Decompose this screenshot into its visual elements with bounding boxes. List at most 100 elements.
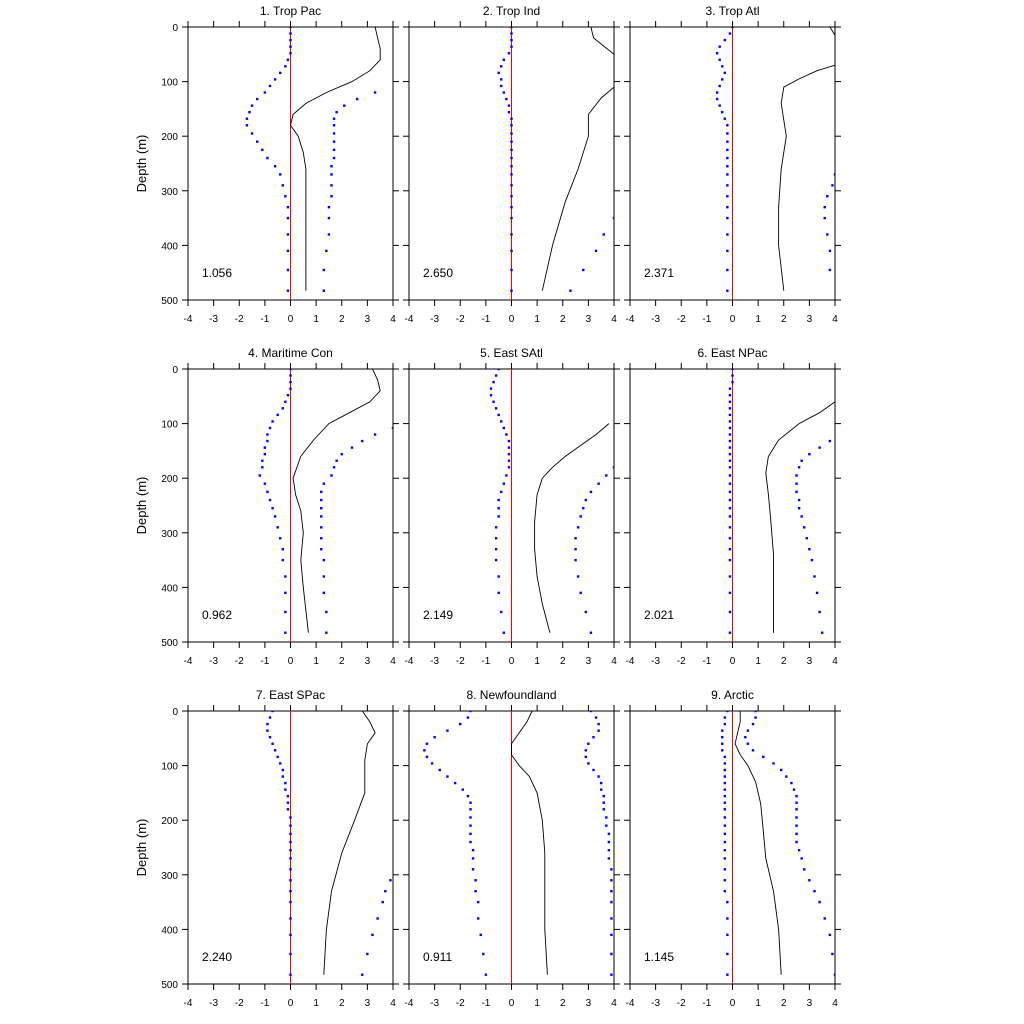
dot-left [510, 45, 513, 48]
dot-left [726, 268, 729, 272]
dot-right [330, 195, 333, 198]
dot-right [589, 490, 593, 494]
dot-right [320, 547, 323, 551]
dot-left [469, 808, 472, 811]
dot-left [286, 289, 290, 292]
dot-right [325, 249, 328, 253]
dot-left [461, 788, 465, 791]
dot-right [823, 205, 826, 209]
dot-left [510, 117, 513, 120]
panel-3: 3. Trop Atl -4 -3 -2 -1 0 1 2 3 4 2.371 [624, 4, 841, 325]
dot-right [818, 446, 821, 449]
dot-left [289, 45, 292, 48]
x-tick-label: 1 [755, 314, 761, 325]
dot-right [815, 591, 819, 595]
dot-left [510, 38, 513, 42]
dot-right [795, 482, 798, 485]
dot-right [330, 173, 333, 176]
dot-right [587, 762, 590, 765]
dot-left [726, 132, 729, 135]
panel-title: 5. East SAtl [480, 346, 543, 360]
x-tick-label: 4 [832, 314, 838, 325]
dot-left [723, 832, 727, 836]
dot-left [289, 917, 292, 920]
dot-right [381, 900, 384, 904]
dot-right [582, 268, 585, 272]
panel-value: 1.056 [202, 266, 232, 280]
dot-right [610, 952, 613, 956]
dot-left [482, 952, 485, 956]
dot-left [273, 165, 277, 168]
x-tick-label: 3 [807, 998, 813, 1009]
dot-left [250, 104, 254, 107]
dot-left [273, 749, 277, 752]
x-tick-label: 4 [390, 656, 396, 667]
dot-left [721, 110, 724, 114]
x-tick-label: -2 [677, 998, 686, 1009]
dot-right [772, 762, 775, 765]
panel-data [266, 711, 392, 984]
dot-left [286, 794, 290, 798]
dot-left [728, 526, 732, 529]
x-tick-label: -4 [405, 998, 414, 1009]
dot-right [584, 755, 588, 759]
dot-right [330, 474, 333, 477]
dot-right [384, 889, 387, 893]
dot-right [602, 794, 605, 798]
dot-left [248, 110, 251, 114]
x-tick-label: -1 [260, 998, 269, 1009]
dot-right [332, 156, 336, 160]
x-tick-label: 3 [586, 656, 592, 667]
x-tick-label: 1 [313, 314, 319, 325]
panel-7: 7. East SPac -4 -3 -2 -1 0 1 2 3 4 0 100 200 300 400 50… [134, 688, 399, 1009]
dot-left [497, 591, 500, 595]
x-tick-label: -2 [677, 656, 686, 667]
dot-left [471, 857, 475, 860]
dot-left [500, 490, 503, 494]
x-tick-label: 0 [730, 998, 736, 1009]
x-tick-label: 2 [781, 656, 787, 667]
dot-right [610, 900, 613, 904]
dot-left [726, 216, 729, 220]
dot-left [723, 889, 727, 893]
dot-left [507, 52, 511, 55]
dot-left [718, 45, 721, 48]
dot-left [728, 426, 732, 430]
x-tick-label: 2 [781, 314, 787, 325]
x-tick-label: -2 [677, 314, 686, 325]
dot-left [268, 426, 272, 430]
dot-left [500, 65, 503, 68]
profile-line [734, 711, 782, 975]
dot-left [281, 547, 285, 551]
y-axis-label: Depth (m) [134, 477, 149, 535]
dot-left [721, 736, 724, 739]
dot-right [335, 110, 338, 114]
panel-9: 9. Arctic -4 -3 -2 -1 0 1 2 3 4 1.145 [624, 688, 841, 1009]
dot-right [602, 233, 605, 236]
panel-data [423, 711, 613, 984]
x-tick-label: 0 [288, 998, 294, 1009]
dot-left [284, 575, 287, 578]
dot-left [500, 610, 503, 614]
dot-left [289, 840, 292, 844]
dot-left [728, 575, 732, 578]
dot-left [281, 558, 285, 562]
dot-right [833, 173, 835, 176]
dot-left [281, 407, 285, 410]
dot-right [800, 515, 803, 518]
dot-right [322, 558, 326, 562]
panel-data [728, 369, 835, 642]
x-tick-label: 4 [611, 998, 617, 1009]
y-tick-label: 0 [172, 365, 178, 376]
dot-left [723, 775, 727, 778]
dot-left [721, 729, 724, 732]
dot-left [728, 413, 732, 417]
dot-left [263, 446, 267, 449]
panel-4: 4. Maritime Con -4 -3 -2 -1 0 1 2 3 4 0 100 200 300 40… [134, 346, 399, 667]
dot-right [579, 591, 582, 595]
dot-left [281, 768, 285, 772]
dot-right [785, 775, 788, 778]
dot-left [289, 374, 292, 377]
dot-left [507, 452, 511, 456]
x-tick-label: -3 [651, 314, 660, 325]
